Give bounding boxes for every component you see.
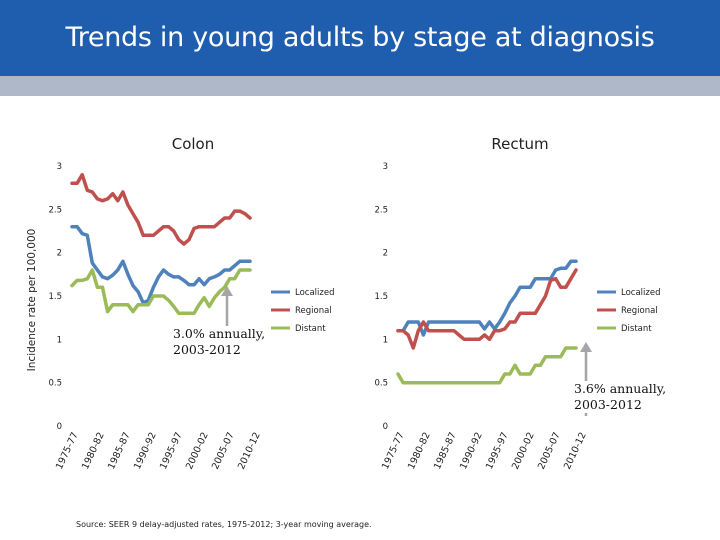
colon-annotation-arrow-head: [221, 286, 233, 296]
colon-trend-annotation: 3.0% annually, 2003-2012: [173, 326, 266, 358]
colon-y-tick-label: 2: [57, 249, 62, 259]
colon-y-tick-label: 3: [57, 162, 62, 172]
y-axis-label: Incidence rate per 100,000: [26, 229, 38, 372]
rectum-y-tick-label: 2.5: [374, 205, 388, 215]
colon-legend-label-localized: Localized: [295, 288, 334, 298]
rectum-legend-label-regional: Regional: [621, 306, 658, 316]
rectum-y-tick-label: 1.5: [374, 292, 388, 302]
rectum-trend-annotation: 3.6% annually, 2003-2012: [574, 381, 667, 413]
colon-y-tick-label: 1: [57, 335, 62, 345]
colon-legend-label-regional: Regional: [295, 306, 332, 316]
colon-x-tick-label: 1985-87: [106, 431, 133, 472]
rectum-annotation-line-1: 3.6% annually,: [574, 381, 667, 396]
rectum-x-tick-label: 2005-07: [536, 431, 563, 472]
colon-x-tick-label: 1990-92: [132, 431, 159, 472]
colon-chart-title: Colon: [172, 135, 215, 153]
title-banner: Trends in young adults by stage at diagn…: [0, 0, 720, 76]
colon-series-localized: [70, 224, 252, 305]
rectum-x-tick-label: 2010-12: [562, 431, 589, 472]
rectum-x-tick-label: 1975-77: [380, 431, 407, 472]
rectum-y-tick-label: 2: [383, 249, 388, 259]
colon-annotation-line-2: 2003-2012: [173, 342, 241, 357]
rectum-x-tick-label: 1980-82: [406, 431, 433, 472]
rectum-legend-label-distant: Distant: [621, 324, 652, 334]
colon-x-tick-label: 1980-82: [80, 431, 107, 472]
colon-series-regional: [70, 172, 252, 246]
rectum-annotation-line-2: 2003-2012: [574, 397, 642, 412]
rectum-y-tick-label: 0: [383, 422, 388, 432]
colon-series-distant: [70, 268, 252, 316]
rectum-legend-label-localized: Localized: [621, 288, 660, 298]
rectum-series-localized: [396, 259, 578, 337]
colon-x-tick-label: 2000-02: [184, 431, 211, 472]
colon-x-tick-label: 2005-07: [210, 431, 237, 472]
rectum-series-distant: [396, 346, 578, 385]
slide-title: Trends in young adults by stage at diagn…: [65, 22, 655, 53]
colon-x-tick-label: 2010-12: [236, 431, 263, 472]
rectum-y-tick-label: 1: [383, 335, 388, 345]
colon-legend-label-distant: Distant: [295, 324, 326, 334]
colon-x-tick-label: 1995-97: [158, 431, 185, 472]
rectum-y-tick-label: 3: [383, 162, 388, 172]
rectum-chart-title: Rectum: [491, 135, 548, 153]
rectum-series-regional: [396, 268, 578, 350]
rectum-x-tick-label: 1995-97: [484, 431, 511, 472]
header-band: [0, 76, 720, 96]
rectum-x-tick-label: 2000-02: [510, 431, 537, 472]
colon-x-tick-label: 1975-77: [54, 431, 81, 472]
colon-annotation-line-1: 3.0% annually,: [173, 326, 266, 341]
source-note: Source: SEER 9 delay-adjusted rates, 197…: [76, 520, 372, 529]
colon-y-tick-label: 2.5: [48, 205, 62, 215]
rectum-annotation-arrow-head: [580, 342, 592, 352]
colon-y-tick-label: 0: [57, 422, 62, 432]
rectum-x-tick-label: 1990-92: [458, 431, 485, 472]
colon-y-tick-label: 1.5: [48, 292, 62, 302]
colon-y-tick-label: 0.5: [48, 379, 62, 389]
rectum-x-tick-label: 1985-87: [432, 431, 459, 472]
rectum-y-tick-label: 0.5: [374, 379, 388, 389]
